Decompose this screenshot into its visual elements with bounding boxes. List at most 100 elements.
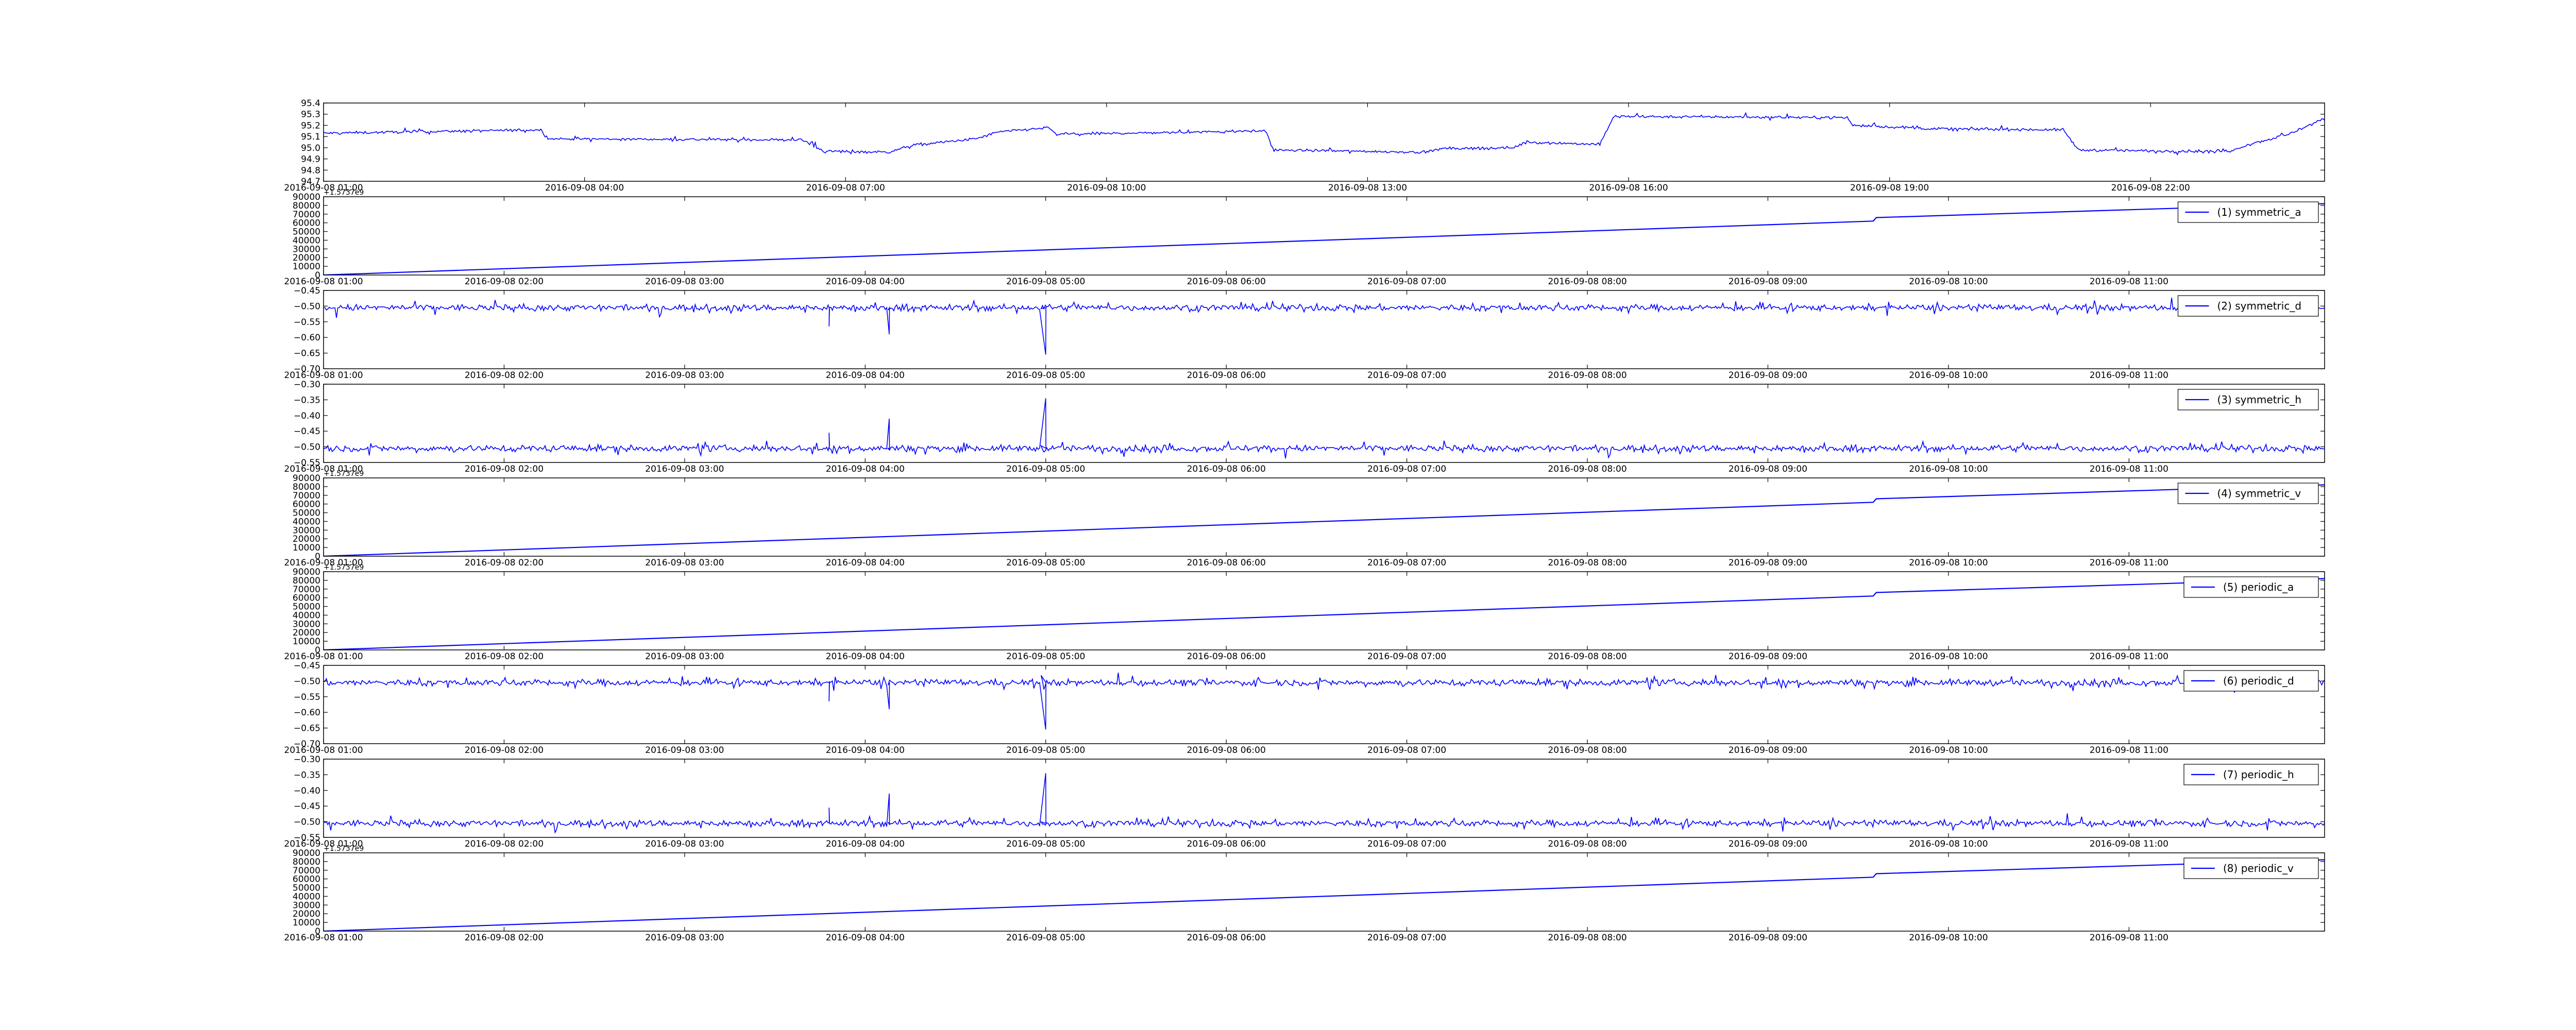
y-tick-label: −0.55 [294,692,320,702]
legend-frame [2177,389,2319,410]
x-tick-label: 2016-09-08 04:00 [826,464,905,474]
x-tick-label: 2016-09-08 05:00 [1006,745,1085,756]
x-tick-label: 2016-09-08 08:00 [1548,839,1626,849]
x-tick-label: 2016-09-08 01:00 [284,183,363,193]
x-tick-label: 2016-09-08 01:00 [284,558,363,568]
panel-symmetric_v: 9000080000700006000050000400003000020000… [284,470,2325,568]
y-tick-label: 10000 [293,262,320,272]
x-tick-label: 2016-09-08 10:00 [1067,183,1146,193]
x-tick-label: 2016-09-08 03:00 [645,370,724,381]
x-tick-label: 2016-09-08 06:00 [1187,277,1266,287]
x-tick-label: 2016-09-08 01:00 [284,745,363,756]
x-tick-label: 2016-09-08 07:00 [1367,464,1446,474]
x-tick-label: 2016-09-08 22:00 [2111,183,2190,193]
x-tick-label: 2016-09-08 10:00 [1909,277,1988,287]
x-tick-label: 2016-09-08 04:00 [826,277,905,287]
panel-symmetric_h: −0.30−0.35−0.40−0.45−0.50−0.552016-09-08… [284,380,2325,474]
x-tick-label: 2016-09-08 08:00 [1548,651,1626,662]
x-tick-label: 2016-09-08 10:00 [1909,745,1988,756]
x-tick-label: 2016-09-08 11:00 [2090,277,2168,287]
x-tick-label: 2016-09-08 04:00 [826,933,905,943]
panel-periodic_h: −0.30−0.35−0.40−0.45−0.50−0.552016-09-08… [284,754,2325,849]
y-tick-label: 30000 [293,525,320,536]
y-tick-label: −0.45 [294,286,320,296]
y-tick-label: −0.60 [294,708,320,718]
y-tick-label: 50000 [293,883,320,894]
x-tick-label: 2016-09-08 03:00 [645,464,724,474]
x-tick-label: 2016-09-08 02:00 [465,839,544,849]
y-tick-label: 70000 [293,585,320,595]
y-tick-label: −0.65 [294,349,320,359]
x-tick-label: 2016-09-08 11:00 [2090,839,2168,849]
y-tick-label: −0.35 [294,395,320,405]
x-tick-label: 2016-09-08 04:00 [545,183,624,193]
y-tick-label: −0.35 [294,770,320,780]
x-tick-label: 2016-09-08 01:00 [284,933,363,943]
x-tick-label: 2016-09-08 05:00 [1006,277,1085,287]
y-tick-label: 50000 [293,508,320,519]
panel-symmetric_a: 9000080000700006000050000400003000020000… [284,188,2325,287]
x-tick-label: 2016-09-08 04:00 [826,745,905,756]
x-tick-label: 2016-09-08 06:00 [1187,745,1266,756]
legend-box: (6) periodic_d [2183,670,2319,692]
y-tick-label: −0.40 [294,411,320,421]
y-tick-label: 90000 [293,192,320,202]
y-tick-label: −0.30 [294,380,320,390]
x-tick-label: 2016-09-08 01:00 [284,839,363,849]
panel-periodic_d: −0.45−0.50−0.55−0.60−0.65−0.702016-09-08… [284,661,2325,756]
y-tick-label: −0.45 [294,426,320,437]
x-tick-label: 2016-09-08 09:00 [1728,370,1807,381]
x-tick-label: 2016-09-08 07:00 [1367,558,1446,568]
x-tick-label: 2016-09-08 11:00 [2090,933,2168,943]
y-tick-label: −0.50 [294,676,320,686]
x-tick-label: 2016-09-08 09:00 [1728,277,1807,287]
y-tick-label: 20000 [293,909,320,919]
x-tick-label: 2016-09-08 03:00 [645,651,724,662]
x-tick-label: 2016-09-08 02:00 [465,464,544,474]
y-offset-label: +1.5737e9 [324,188,364,197]
x-tick-label: 2016-09-08 05:00 [1006,464,1085,474]
y-tick-label: 90000 [293,567,320,577]
axes-frame [323,477,2325,557]
y-tick-label: 0 [315,926,320,937]
y-tick-label: −0.45 [294,801,320,812]
y-tick-label: 60000 [293,593,320,604]
x-tick-label: 2016-09-08 10:00 [1909,933,1988,943]
y-tick-label: 40000 [293,235,320,246]
axes-frame [323,384,2325,463]
x-tick-label: 2016-09-08 03:00 [645,839,724,849]
x-tick-label: 2016-09-08 09:00 [1728,464,1807,474]
x-tick-label: 2016-09-08 06:00 [1187,370,1266,381]
y-tick-label: 80000 [293,576,320,586]
x-tick-label: 2016-09-08 01:00 [284,464,363,474]
y-tick-label: 95.0 [301,143,320,153]
y-tick-label: −0.55 [294,317,320,328]
x-tick-label: 2016-09-08 05:00 [1006,839,1085,849]
x-tick-label: 2016-09-08 01:00 [284,277,363,287]
y-tick-label: 94.7 [301,177,320,187]
y-tick-label: −0.65 [294,724,320,734]
x-tick-label: 2016-09-08 07:00 [1367,277,1446,287]
y-tick-label: 80000 [293,201,320,211]
y-tick-label: 10000 [293,637,320,647]
y-tick-label: −0.30 [294,754,320,765]
legend-label: (8) periodic_v [2223,862,2294,874]
y-tick-label: 94.9 [301,154,320,165]
x-tick-label: 2016-09-08 10:00 [1909,464,1988,474]
y-tick-label: 40000 [293,610,320,621]
x-tick-label: 2016-09-08 11:00 [2090,464,2168,474]
y-tick-label: 95.3 [301,110,320,120]
y-tick-label: −0.40 [294,786,320,796]
legend-label: (6) periodic_d [2223,675,2294,687]
x-tick-label: 2016-09-08 06:00 [1187,651,1266,662]
legend-label: (5) periodic_a [2223,581,2294,593]
y-tick-label: 94.8 [301,165,320,176]
y-tick-label: 95.2 [301,121,320,131]
x-tick-label: 2016-09-08 02:00 [465,558,544,568]
axes-frame [323,196,2325,276]
series-line-symmetric_h [324,398,2325,459]
y-tick-label: 20000 [293,253,320,263]
x-tick-label: 2016-09-08 05:00 [1006,651,1085,662]
y-tick-label: 95.4 [301,98,320,109]
panel-periodic_a: 9000080000700006000050000400003000020000… [284,563,2325,662]
